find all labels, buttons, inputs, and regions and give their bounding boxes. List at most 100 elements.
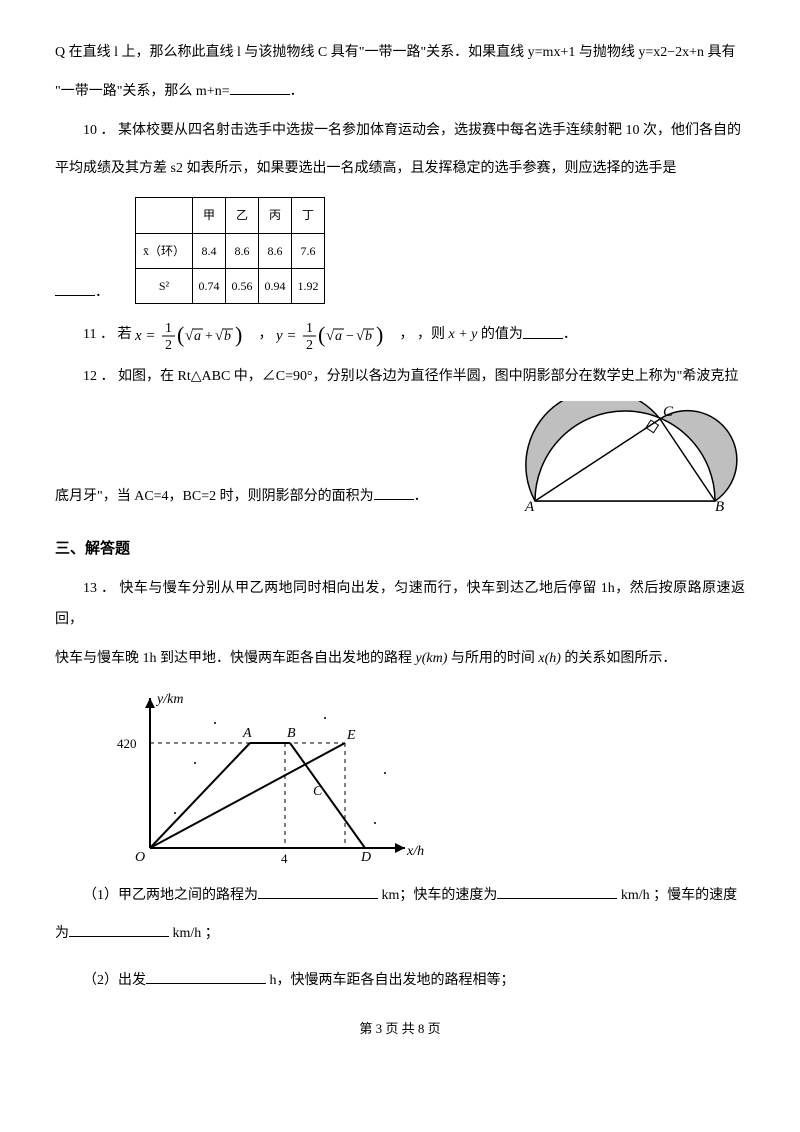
svg-text:B: B bbox=[715, 499, 724, 515]
th-bing: 丙 bbox=[259, 198, 292, 233]
lh2: 1h bbox=[143, 651, 157, 666]
svg-text:y =: y = bbox=[276, 328, 297, 344]
s2b: ，快慢两车距各自出发地的路程相等； bbox=[277, 973, 515, 988]
svg-text:2: 2 bbox=[306, 338, 313, 353]
q13-t2a: 快车与慢车晚 bbox=[55, 651, 139, 666]
blank-s1-1 bbox=[258, 884, 378, 899]
cell: 7.6 bbox=[292, 233, 325, 268]
q13-prefix: 13 ． bbox=[83, 581, 119, 596]
th-jia: 甲 bbox=[193, 198, 226, 233]
q13-t2d: 的关系如图所示． bbox=[564, 651, 676, 666]
cell: 1.92 bbox=[292, 268, 325, 303]
q13-t1a: 快车与慢车分别从甲乙两地同时相向出发，匀速而行，快车到达乙地后停留 bbox=[119, 581, 596, 596]
s1b: ；快车的速度为 bbox=[399, 888, 497, 903]
q11: 11 ． 若 x = 1 2 ( √ a + √ b ) ， y = 1 bbox=[55, 316, 745, 354]
svg-text:C: C bbox=[313, 784, 323, 799]
xy: x + y bbox=[448, 328, 477, 343]
q12-t2: 底月牙"，当 AC=4，BC=2 时，则阴影部分的面积为 bbox=[55, 489, 374, 504]
svg-text:D: D bbox=[360, 850, 371, 865]
blank-s1-3 bbox=[69, 922, 169, 937]
q-continuation-line2: "一带一路"关系，那么 m+n=． bbox=[55, 77, 745, 108]
q10-prefix: 10 ． bbox=[83, 123, 118, 138]
blank-mn bbox=[230, 80, 290, 95]
comma1: ， bbox=[258, 328, 272, 343]
page-content: Q 在直线 l 上，那么称此直线 l 与该抛物线 C 具有"一带一路"关系．如果… bbox=[0, 0, 800, 1064]
svg-text:O: O bbox=[135, 850, 145, 865]
s1d: 为 bbox=[55, 926, 69, 941]
svg-text:(: ( bbox=[177, 322, 184, 347]
q11-after: ，则 bbox=[417, 328, 445, 343]
cell: 0.94 bbox=[259, 268, 292, 303]
q13-line2: 快车与慢车晚 1h 到达甲地．快慢两车距各自出发地的路程 y(km) 与所用的时… bbox=[55, 644, 745, 675]
s2a: （2）出发 bbox=[83, 973, 146, 988]
row2-label: S² bbox=[136, 268, 193, 303]
svg-text:√: √ bbox=[215, 328, 224, 344]
semi: ； bbox=[205, 926, 219, 941]
xh: x(h) bbox=[538, 651, 561, 666]
svg-text:b: b bbox=[224, 329, 231, 344]
km: km bbox=[382, 888, 400, 903]
q10-line2: 平均成绩及其方差 s2 如表所示，如果要选出一名成绩高，且发挥稳定的选手参赛，则… bbox=[55, 154, 745, 185]
table-row: x̄（环） 8.4 8.6 8.6 7.6 bbox=[136, 233, 325, 268]
q-continuation-line1: Q 在直线 l 上，那么称此直线 l 与该抛物线 C 具有"一带一路"关系．如果… bbox=[55, 38, 745, 69]
lh1: 1h bbox=[601, 581, 615, 596]
svg-text:1: 1 bbox=[306, 321, 313, 336]
q12-line1: 12 ． 如图，在 Rt△ABC 中，∠C=90°，分别以各边为直径作半圆，图中… bbox=[55, 362, 745, 393]
q13-sub1-cont: 为 km/h ； bbox=[55, 919, 745, 950]
th-yi: 乙 bbox=[226, 198, 259, 233]
ykm: y(km) bbox=[416, 651, 448, 666]
svg-text:b: b bbox=[365, 329, 372, 344]
kmh2: km/h bbox=[173, 926, 202, 941]
cell: 8.6 bbox=[259, 233, 292, 268]
svg-text:E: E bbox=[346, 728, 356, 743]
svg-text:x =: x = bbox=[135, 328, 156, 344]
svg-text:y/km: y/km bbox=[155, 692, 183, 707]
q12-line2: 底月牙"，当 AC=4，BC=2 时，则阴影部分的面积为 ． bbox=[55, 482, 505, 513]
th-blank bbox=[136, 198, 193, 233]
q13-t2c: 与所用的时间 bbox=[451, 651, 535, 666]
svg-text:x/h: x/h bbox=[406, 844, 424, 859]
page-footer: 第 3 页 共 8 页 bbox=[55, 1015, 745, 1044]
svg-text:−: − bbox=[346, 329, 354, 344]
blank-q11 bbox=[523, 324, 563, 339]
svg-text:): ) bbox=[235, 322, 242, 347]
q11-tail: 的值为 bbox=[481, 328, 523, 343]
q10-table: 甲 乙 丙 丁 x̄（环） 8.4 8.6 8.6 7.6 S² 0.74 0.… bbox=[135, 197, 325, 304]
kmh1: km/h bbox=[621, 888, 650, 903]
q10-line1: 10 ． 某体校要从四名射击选手中选拔一名参加体育运动会，选拔赛中每名选手连续射… bbox=[55, 116, 745, 147]
q13-line1: 13 ． 快车与慢车分别从甲乙两地同时相向出发，匀速而行，快车到达乙地后停留 1… bbox=[55, 574, 745, 636]
cell: 8.6 bbox=[226, 233, 259, 268]
svg-text:420: 420 bbox=[117, 736, 137, 751]
comma2: ， bbox=[399, 328, 413, 343]
blank-q10 bbox=[55, 281, 95, 296]
q12-figure-row: 底月牙"，当 AC=4，BC=2 时，则阴影部分的面积为． A B C bbox=[55, 401, 745, 521]
q12-prefix: 12 ． bbox=[83, 369, 118, 384]
svg-text:1: 1 bbox=[165, 321, 172, 336]
svg-text:C: C bbox=[663, 404, 674, 420]
table-row: S² 0.74 0.56 0.94 1.92 bbox=[136, 268, 325, 303]
svg-text:a: a bbox=[194, 329, 201, 344]
q12-t1: 如图，在 Rt△ABC 中，∠C=90°，分别以各边为直径作半圆，图中阴影部分在… bbox=[118, 369, 738, 384]
formula-y: y = 1 2 ( √ a − √ b ) bbox=[276, 316, 396, 354]
svg-text:+: + bbox=[205, 329, 213, 344]
h: h bbox=[270, 973, 277, 988]
q11-prefix: 11 ． 若 bbox=[83, 328, 131, 343]
blank-q12 bbox=[374, 485, 414, 500]
svg-text:B: B bbox=[287, 726, 296, 741]
q10-table-row: ． 甲 乙 丙 丁 x̄（环） 8.4 8.6 8.6 7.6 S² 0.74 … bbox=[55, 193, 745, 308]
period: ． bbox=[563, 328, 577, 343]
table-row: 甲 乙 丙 丁 bbox=[136, 198, 325, 233]
th-ding: 丁 bbox=[292, 198, 325, 233]
formula-x: x = 1 2 ( √ a + √ b ) bbox=[135, 316, 255, 354]
q10-t1: 某体校要从四名射击选手中选拔一名参加体育运动会，选拔赛中每名选手连续射靶 10 … bbox=[118, 123, 741, 138]
section-3-heading: 三、解答题 bbox=[55, 533, 745, 566]
blank-s1-2 bbox=[497, 884, 617, 899]
period: ． bbox=[414, 489, 428, 504]
svg-text:2: 2 bbox=[165, 338, 172, 353]
svg-text:): ) bbox=[376, 322, 383, 347]
q13-sub2: （2）出发 h，快慢两车距各自出发地的路程相等； bbox=[55, 966, 745, 997]
q13-t2b: 到达甲地．快慢两车距各自出发地的路程 bbox=[160, 651, 412, 666]
row1-label: x̄（环） bbox=[136, 233, 193, 268]
svg-text:(: ( bbox=[318, 322, 325, 347]
svg-text:√: √ bbox=[185, 328, 194, 344]
